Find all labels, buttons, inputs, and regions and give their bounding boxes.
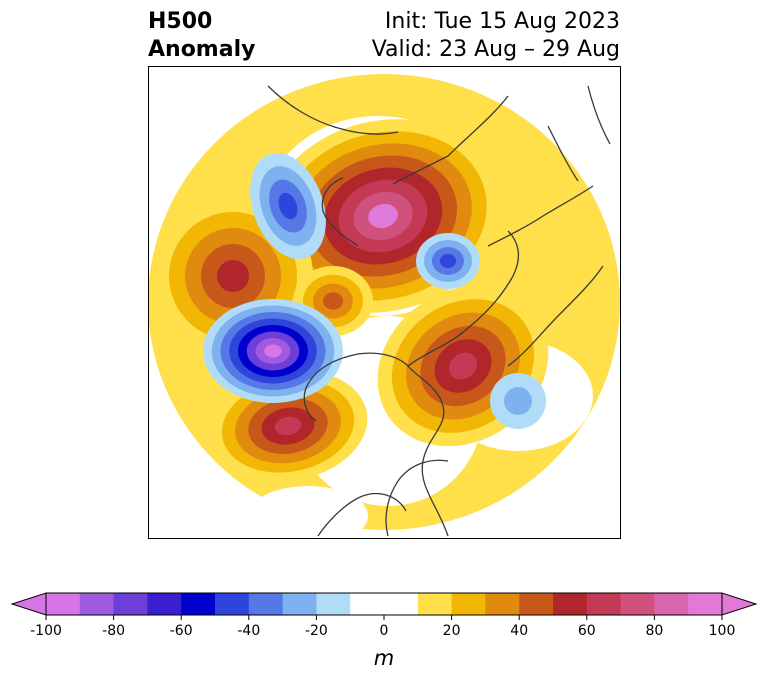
positive-anomaly-contour	[368, 203, 398, 229]
coastline	[392, 95, 509, 185]
colorbar-tick-label: 40	[510, 623, 528, 639]
colorbar-cell	[688, 593, 723, 615]
colorbar-tick-label: -40	[237, 623, 260, 639]
colorbar-cell	[181, 593, 216, 615]
coastline	[317, 493, 407, 537]
map-frame	[148, 66, 621, 539]
positive-anomaly-contour	[274, 416, 302, 436]
colorbar-cell	[417, 593, 452, 615]
colorbar-min-extend	[10, 592, 47, 616]
title-variable: H500	[148, 9, 213, 34]
colorbar-cell	[384, 593, 419, 615]
negative-anomaly-contour	[504, 387, 532, 415]
colorbar-tick-label: -100	[30, 623, 62, 639]
coastline	[321, 177, 359, 247]
colorbar-cell	[553, 593, 588, 615]
colorbar-cell	[350, 593, 385, 615]
positive-anomaly-contour	[448, 352, 478, 380]
colorbar-tick-label: 80	[645, 623, 663, 639]
coastlines	[267, 85, 611, 537]
colorbar-cell	[113, 593, 148, 615]
negative-anomaly-contour	[264, 344, 282, 358]
init-date: Init: Tue 15 Aug 2023	[384, 9, 620, 34]
colorbar-cell	[586, 593, 621, 615]
coastline	[507, 265, 604, 367]
colorbar-cell	[451, 593, 486, 615]
colorbar-cell	[282, 593, 317, 615]
colorbar-tick-label: 60	[578, 623, 596, 639]
colorbar-cell	[46, 593, 81, 615]
title-field: Anomaly	[148, 37, 256, 62]
positive-anomaly-contour	[323, 292, 343, 310]
colorbar-tick-label: -80	[102, 623, 125, 639]
valid-range: Valid: 23 Aug – 29 Aug	[371, 37, 620, 62]
colorbar-tick-label: 20	[443, 623, 461, 639]
colorbar: -100 -80 -60 -40 -20 0 20 40 60 80 100	[10, 592, 758, 639]
map-dates: Init: Tue 15 Aug 2023 Valid: 23 Aug – 29…	[372, 8, 620, 64]
coastline	[267, 85, 399, 135]
colorbar-cell	[485, 593, 520, 615]
coastline	[407, 230, 520, 367]
colorbar-cell	[147, 593, 182, 615]
colorbar-tick-label: -60	[170, 623, 193, 639]
colorbar-cell	[519, 593, 554, 615]
colorbar-cell	[316, 593, 351, 615]
colorbar-max-extend	[721, 592, 758, 616]
anomaly-map	[148, 66, 621, 539]
colorbar-tick-label: 0	[380, 623, 389, 639]
coastline	[303, 352, 449, 537]
colorbar-cell	[620, 593, 655, 615]
coastline	[385, 459, 449, 537]
colorbar-cell	[654, 593, 689, 615]
colorbar-unit: m	[373, 646, 395, 670]
colorbar-cell	[79, 593, 114, 615]
coastline	[487, 185, 594, 247]
positive-anomaly-contour	[217, 260, 249, 292]
colorbar-cell	[248, 593, 283, 615]
colorbar-cell	[215, 593, 250, 615]
coastline	[547, 85, 611, 182]
negative-anomaly-contour	[278, 192, 298, 220]
negative-anomaly-contour	[440, 254, 456, 268]
colorbar-tick-label: -20	[305, 623, 328, 639]
colorbar-tick-label: 100	[709, 623, 736, 639]
map-title: H500 Anomaly	[148, 8, 255, 64]
